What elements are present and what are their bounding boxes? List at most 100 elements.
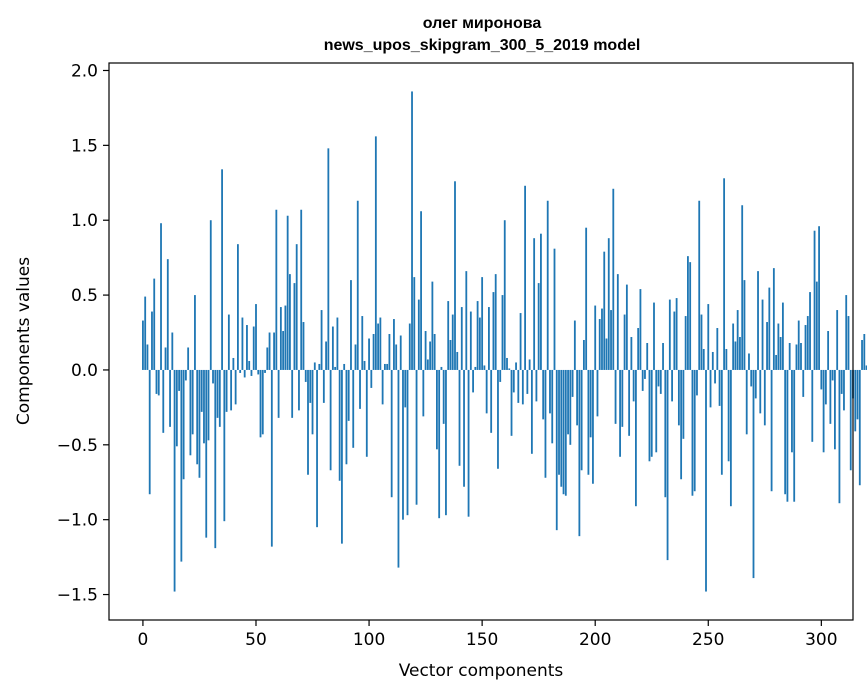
- bar-component-250: [707, 304, 710, 370]
- bar-component-217: [632, 369, 635, 402]
- y-tick-label: −1.0: [57, 511, 98, 531]
- x-tick-label: 250: [692, 630, 724, 650]
- bar-component-145: [469, 311, 472, 370]
- bar-component-17: [180, 369, 183, 562]
- bar-component-114: [399, 335, 402, 370]
- bar-component-186: [562, 369, 565, 495]
- bar-component-269: [750, 369, 753, 387]
- bar-component-233: [668, 299, 671, 370]
- bar-component-202: [598, 319, 601, 370]
- bar-component-112: [395, 344, 398, 370]
- bar-component-169: [524, 185, 526, 370]
- bar-component-70: [300, 209, 303, 370]
- bar-component-306: [834, 369, 836, 450]
- bar-component-58: [273, 332, 275, 370]
- bar-component-172: [530, 369, 533, 454]
- bar-component-311: [845, 295, 848, 370]
- bar-component-109: [388, 334, 391, 370]
- bar-component-182: [553, 248, 556, 370]
- bar-component-299: [818, 226, 820, 370]
- bar-component-104: [377, 323, 380, 370]
- bar-component-282: [779, 337, 782, 370]
- bar-component-320: [865, 365, 867, 370]
- bar-component-12: [169, 369, 171, 427]
- bar-component-41: [234, 369, 237, 405]
- bar-component-310: [843, 369, 845, 411]
- bar-component-297: [813, 230, 816, 370]
- bar-component-268: [748, 353, 750, 370]
- bar-component-38: [227, 314, 230, 370]
- bar-component-25: [198, 369, 201, 478]
- bar-component-150: [481, 277, 484, 370]
- bar-component-251: [709, 369, 712, 408]
- bar-component-259: [727, 369, 730, 462]
- bar-component-302: [824, 369, 827, 405]
- bar-component-15: [175, 369, 178, 447]
- bar-component-40: [232, 357, 235, 370]
- bar-component-287: [791, 369, 793, 453]
- bar-component-1: [144, 296, 147, 370]
- bar-component-124: [422, 369, 425, 417]
- plot-frame: [108, 62, 854, 621]
- y-tick-label: 1.5: [71, 136, 98, 156]
- bar-component-36: [223, 369, 226, 522]
- bar-component-140: [458, 369, 461, 466]
- bar-component-39: [230, 369, 233, 411]
- bar-component-89: [343, 363, 346, 370]
- bar-component-260: [729, 369, 732, 507]
- bar-component-181: [551, 369, 554, 444]
- bar-component-115: [402, 369, 404, 520]
- bar-component-121: [415, 369, 418, 505]
- bar-component-71: [302, 322, 305, 370]
- bar-component-92: [350, 280, 352, 370]
- bar-component-2: [146, 344, 149, 370]
- bar-component-142: [463, 369, 465, 487]
- bar-component-88: [341, 369, 343, 544]
- bar-component-281: [777, 323, 780, 370]
- bar-component-283: [781, 302, 784, 370]
- bar-component-134: [445, 369, 447, 516]
- y-tick-label: 0.5: [71, 286, 98, 306]
- bar-component-160: [503, 220, 506, 370]
- y-axis-ticks: −1.5 −1.0 −0.5 0.0 0.5 1.0 1.5 2.0: [57, 61, 109, 606]
- bar-component-136: [449, 340, 452, 370]
- y-tick-label: 1.0: [71, 211, 98, 231]
- bar-component-57: [270, 369, 273, 547]
- bar-component-34: [218, 369, 221, 427]
- bar-component-164: [512, 369, 515, 393]
- bar-component-79: [320, 310, 323, 370]
- bar-component-244: [693, 369, 696, 492]
- bar-component-227: [655, 369, 658, 453]
- bar-component-222: [644, 369, 646, 379]
- bar-component-129: [433, 334, 436, 370]
- bar-component-107: [383, 363, 386, 370]
- bar-component-274: [761, 299, 764, 370]
- bar-component-296: [811, 369, 814, 442]
- bar-component-120: [413, 277, 416, 370]
- bar-component-11: [166, 259, 169, 370]
- bar-component-48: [250, 369, 253, 376]
- bar-component-204: [603, 251, 606, 370]
- bar-component-141: [460, 307, 463, 370]
- bar-component-209: [614, 369, 617, 424]
- bar-component-126: [426, 359, 429, 370]
- bar-component-207: [610, 310, 612, 370]
- bar-component-298: [815, 281, 818, 370]
- bar-component-18: [182, 369, 185, 480]
- bar-component-0: [142, 320, 144, 370]
- bar-component-208: [612, 188, 615, 370]
- bars-group: [142, 91, 867, 592]
- bar-component-253: [714, 369, 716, 384]
- bar-component-162: [508, 368, 511, 370]
- bar-component-254: [716, 328, 719, 370]
- bar-component-91: [347, 369, 350, 421]
- bar-component-235: [673, 311, 676, 370]
- bar-component-83: [329, 369, 332, 471]
- bar-component-187: [564, 369, 567, 496]
- bar-component-205: [605, 338, 608, 370]
- bar-component-47: [248, 360, 251, 370]
- bar-component-307: [836, 310, 839, 370]
- bar-component-61: [279, 307, 282, 370]
- bar-component-46: [246, 325, 248, 370]
- bar-component-24: [196, 369, 199, 465]
